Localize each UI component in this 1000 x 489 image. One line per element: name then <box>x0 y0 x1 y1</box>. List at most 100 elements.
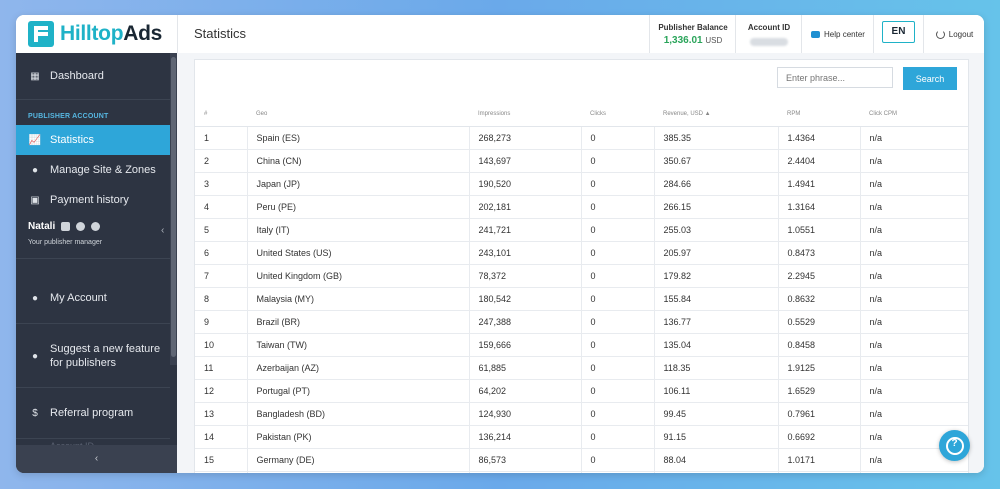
search-input[interactable] <box>777 67 893 88</box>
question-icon: ? <box>951 438 958 449</box>
table-cell: 0 <box>581 241 655 265</box>
logout-button[interactable]: Logout <box>923 15 984 53</box>
table-cell: 4 <box>195 195 248 219</box>
column-header[interactable]: Geo <box>247 101 469 127</box>
top-header: HilltopAds Statistics Publisher Balance … <box>16 15 984 54</box>
help-fab-button[interactable]: ? <box>939 430 970 461</box>
sidebar-item-referral[interactable]: $ Referral program <box>16 400 170 426</box>
table-cell: 81.33 <box>654 471 779 473</box>
table-cell: 78,372 <box>469 264 582 288</box>
table-row: 6 United States (US) 243,101 0 205.97 0.8473 n… <box>195 241 968 265</box>
sidebar-item-label: Payment history <box>50 194 129 206</box>
table-cell: 0 <box>581 195 655 219</box>
table-cell: 1.0171 <box>778 448 861 472</box>
table-row: 3 Japan (JP) 190,520 0 284.66 1.4941 n/a <box>195 172 968 196</box>
comment-icon: ● <box>31 350 39 362</box>
table-cell: Germany (DE) <box>247 448 470 472</box>
scrollbar-thumb[interactable] <box>171 57 176 357</box>
sidebar-collapse-bar[interactable]: ‹ <box>16 445 177 473</box>
table-cell: 247,388 <box>469 310 582 334</box>
balance-label: Publisher Balance <box>658 23 728 32</box>
table-cell: n/a <box>860 126 968 150</box>
table-cell: n/a <box>860 287 968 311</box>
statistics-table: # Geo Impressions Clicks Revenue, USD ▲ RPM Cl… <box>195 101 968 473</box>
table-row: 15 Germany (DE) 86,573 0 88.04 1.0171 n/a <box>195 448 968 472</box>
telegram-icon[interactable] <box>91 222 101 231</box>
table-cell: 0 <box>581 448 655 472</box>
sidebar-divider <box>16 387 170 388</box>
table-cell: 1.3164 <box>778 195 861 219</box>
sidebar-divider <box>16 323 170 324</box>
table-row: 14 Pakistan (PK) 136,214 0 91.15 0.6692 n/a <box>195 425 968 449</box>
column-header[interactable]: Revenue, USD ▲ <box>654 101 778 127</box>
logout-label: Logout <box>948 29 974 39</box>
table-cell: n/a <box>860 356 968 380</box>
table-cell: 0.8473 <box>778 241 861 265</box>
sidebar-item-dashboard[interactable]: ▦ Dashboard <box>16 63 170 89</box>
table-cell: 0.5529 <box>778 310 861 334</box>
brand-part1: Hilltop <box>60 22 124 45</box>
table-cell: Taiwan (TW) <box>247 333 470 357</box>
sidebar-item-payment[interactable]: ▣ Payment history <box>16 187 170 213</box>
table-cell: 179.82 <box>654 264 779 288</box>
table-cell: 284.66 <box>654 172 779 196</box>
table-row: 9 Brazil (BR) 247,388 0 136.77 0.5529 n/a <box>195 310 968 334</box>
balance-value: 1,336.01 USD <box>650 35 736 46</box>
table-row: 1 Spain (ES) 268,273 0 385.35 1.4364 n/a <box>195 126 968 150</box>
sidebar-item-manage[interactable]: ● Manage Site & Zones <box>16 157 170 183</box>
column-header[interactable]: Click CPM <box>860 101 968 127</box>
table-cell: 1.0551 <box>778 218 861 242</box>
table-cell: n/a <box>860 218 968 242</box>
table-cell: 190,520 <box>469 172 582 196</box>
table-cell: 10 <box>195 333 248 357</box>
help-center-link[interactable]: Help center <box>801 15 874 53</box>
table-cell: 202,181 <box>469 195 582 219</box>
sidebar-item-my-account[interactable]: ● My Account <box>16 285 170 311</box>
table-cell: 0.7961 <box>778 402 861 426</box>
column-header[interactable]: RPM <box>778 101 860 127</box>
column-header[interactable]: Clicks <box>581 101 654 127</box>
table-cell: 0 <box>581 264 655 288</box>
sidebar-item-label: Statistics <box>50 134 95 146</box>
sidebar-item-suggest[interactable]: ● Suggest a new feature for publishers <box>16 341 170 371</box>
balance-amount: 1,336.01 <box>663 35 703 46</box>
table-cell: 0 <box>581 402 655 426</box>
table-cell: 6 <box>195 241 248 265</box>
language-button[interactable]: EN <box>882 21 915 43</box>
brand-name: HilltopAds <box>60 22 162 46</box>
table-cell: 0 <box>581 310 655 334</box>
table-cell: 11 <box>195 356 248 380</box>
brand-logo[interactable]: HilltopAds <box>28 20 162 48</box>
table-cell: 64,202 <box>469 379 582 403</box>
table-cell: n/a <box>860 195 968 219</box>
sidebar-collapse-icon[interactable]: ‹ <box>161 225 165 236</box>
power-icon <box>935 29 945 39</box>
account-id-label: Account ID <box>747 23 791 32</box>
table-cell: 9 <box>195 310 248 334</box>
chat-icon <box>811 30 821 38</box>
sidebar-item-label: My Account <box>50 292 107 304</box>
table-cell: 1.4941 <box>778 172 861 196</box>
column-header[interactable]: Impressions <box>469 101 581 127</box>
account-id-blurred <box>750 38 788 46</box>
search-button[interactable]: Search <box>903 67 957 90</box>
table-cell: Italy (IT) <box>247 218 470 242</box>
table-cell: 15 <box>195 448 248 472</box>
skype-icon[interactable] <box>76 222 86 231</box>
sidebar-scrollbar[interactable] <box>170 53 177 365</box>
table-cell: n/a <box>860 149 968 173</box>
column-header[interactable]: # <box>195 101 247 127</box>
table-cell: Bangladesh (BD) <box>247 402 470 426</box>
page-title: Statistics <box>194 26 247 41</box>
sidebar-item-statistics[interactable]: 📈 Statistics <box>16 125 170 155</box>
table-cell: 16 <box>195 471 248 473</box>
table-cell: n/a <box>860 310 968 334</box>
table-cell: 266.15 <box>654 195 779 219</box>
account-id: Account ID <box>735 15 802 53</box>
table-cell: 88.04 <box>654 448 779 472</box>
table-cell: Switzerland (CH) <box>247 471 470 473</box>
table-cell: 1 <box>195 126 248 150</box>
mail-icon[interactable] <box>61 222 71 231</box>
